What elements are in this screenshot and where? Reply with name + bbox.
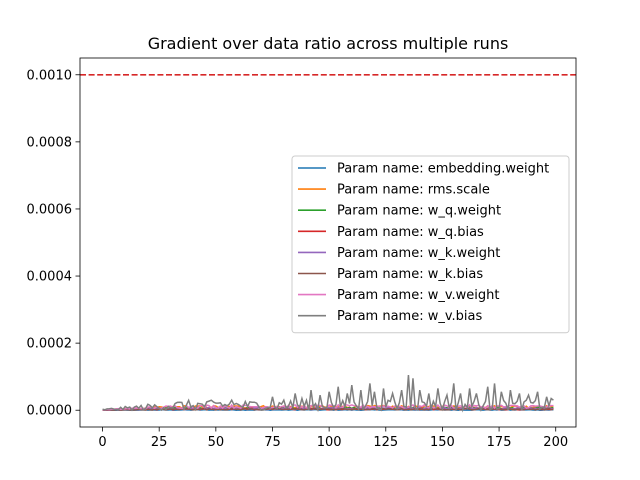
legend-label: Param name: w_k.weight: [337, 246, 500, 261]
x-tick-label: 50: [208, 435, 225, 450]
chart-title: Gradient over data ratio across multiple…: [148, 34, 509, 53]
axes: 0 25 50 75 100 125 150 175 200 0.0000 0.0002 0.0004…: [27, 57, 577, 450]
legend-label: Param name: rms.scale: [337, 183, 490, 198]
legend-box: [291, 155, 570, 334]
legend: Param name: embedding.weight Param name: …: [291, 155, 570, 334]
y-tick-label: 0.0010: [27, 68, 73, 83]
y-tick-label: 0.0000: [27, 404, 73, 419]
legend-label: Param name: w_v.weight: [337, 288, 500, 303]
x-tick-label: 100: [317, 435, 342, 450]
x-tick-label: 125: [373, 435, 398, 450]
y-tick-label: 0.0006: [27, 202, 73, 217]
series-line-6: [102, 407, 554, 411]
x-tick-label: 175: [487, 435, 512, 450]
x-tick-label: 150: [430, 435, 455, 450]
legend-label: Param name: w_q.weight: [337, 204, 501, 219]
plot-area: [80, 73, 576, 413]
y-tick-label: 0.0004: [27, 270, 73, 285]
x-tick-label: 0: [98, 435, 106, 450]
series-line-7: [102, 403, 554, 411]
x-tick-label: 200: [543, 435, 568, 450]
x-tick-label: 75: [264, 435, 281, 450]
legend-label: Param name: w_v.bias: [337, 309, 482, 324]
x-tick-label: 25: [151, 435, 168, 450]
legend-label: Param name: w_q.bias: [337, 225, 484, 240]
legend-label: Param name: embedding.weight: [337, 162, 549, 177]
y-tick-label: 0.0002: [27, 337, 73, 352]
axes-frame: [79, 57, 577, 428]
legend-label: Param name: w_k.bias: [337, 267, 483, 282]
series-line-8: [102, 374, 554, 413]
y-tick-label: 0.0008: [27, 135, 73, 150]
